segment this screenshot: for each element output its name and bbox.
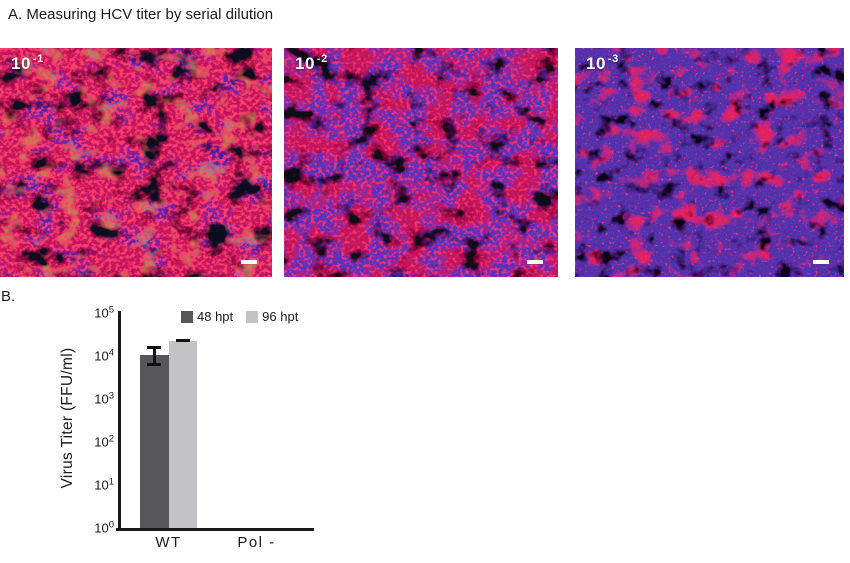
legend-label-96hpt: 96 hpt [262,309,299,324]
error-bar [175,338,190,343]
legend-item-48hpt: 48 hpt [181,309,233,324]
micrograph-dilution-10-2: 10 -2 [284,48,558,277]
chart-legend: 48 hpt 96 hpt [181,309,298,324]
fluorescence-texture [575,48,844,277]
dilution-label: 10 -1 [11,53,44,73]
x-tick-label-wt: WT [155,534,182,551]
y-tick-label: 105 [94,304,114,321]
x-tick-label-pol: Pol - [237,534,276,551]
dilution-base: 10 [11,54,31,73]
y-tick-label: 104 [94,347,114,364]
legend-swatch-96hpt [246,310,259,323]
dilution-exponent: -1 [32,53,44,65]
y-axis-title: Virus Titer (FFU/ml) [59,347,76,489]
legend-swatch-48hpt [181,310,193,323]
fluorescence-texture [284,48,558,277]
dilution-label: 10 -2 [295,53,328,73]
fluorescence-texture [0,48,272,277]
y-tick-label: 103 [94,390,114,407]
y-axis-line [118,311,121,531]
legend-label-48hpt: 48 hpt [197,309,234,324]
error-bar [147,346,162,366]
bar-wt-96hpt [168,340,197,528]
scale-bar [813,259,829,264]
y-tick-label: 100 [94,519,114,536]
dilution-base: 10 [295,54,315,73]
dilution-exponent: -2 [316,53,328,65]
y-tick-label: 102 [94,433,114,450]
y-tick-label: 101 [94,476,114,493]
scale-bar [241,259,257,264]
scale-bar [527,259,543,264]
micrograph-dilution-10-1: 10 -1 [0,48,272,277]
x-axis-line [116,528,314,531]
dilution-exponent: -3 [607,53,619,65]
micrograph-dilution-10-3: 10 -3 [575,48,844,277]
panel-a-title: A. Measuring HCV titer by serial dilutio… [8,6,274,23]
panel-b-label: B. [1,288,16,305]
dilution-label: 10 -3 [586,53,619,73]
legend-item-96hpt: 96 hpt [246,309,298,324]
dilution-base: 10 [586,54,606,73]
bar-wt-48hpt [140,355,169,528]
